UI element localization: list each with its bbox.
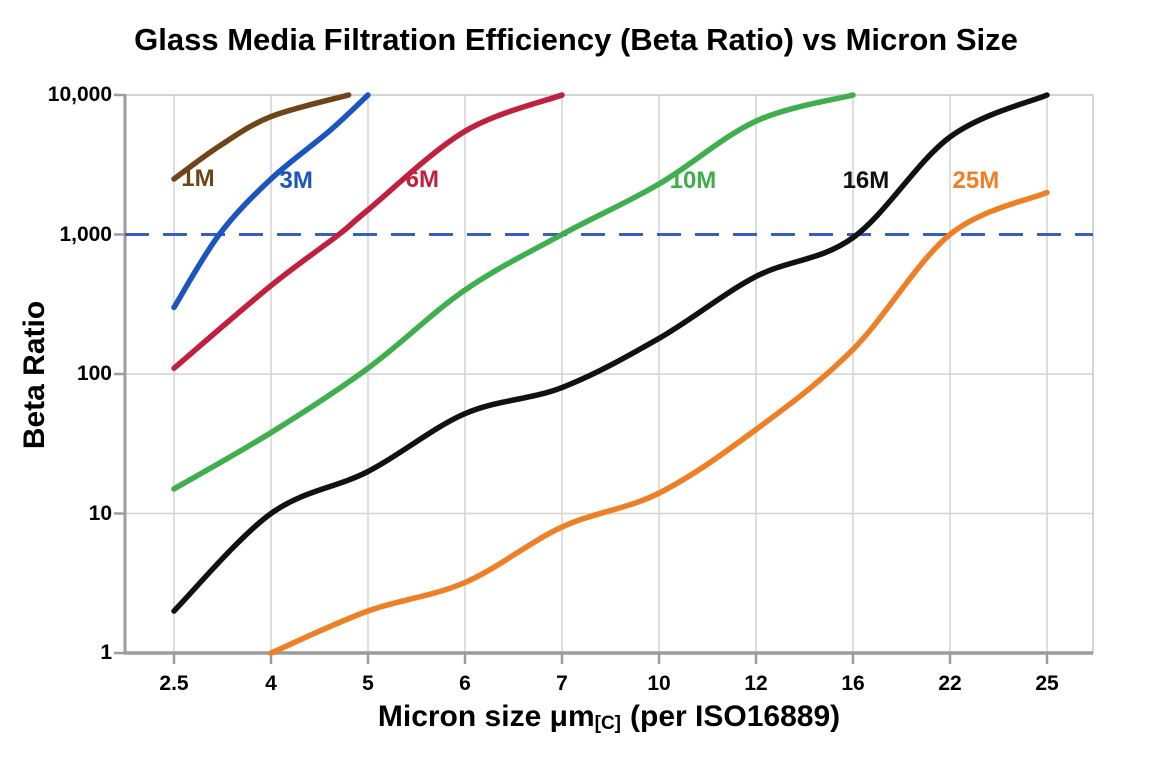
series-line-6M — [171, 92, 565, 371]
y-tick-label-1: 1 — [100, 641, 112, 664]
x-tick-label-12: 12 — [744, 672, 768, 695]
x-tick-label-16: 16 — [841, 672, 865, 695]
series-label-6M: 6M — [405, 166, 439, 194]
series-label-25M: 25M — [952, 167, 1000, 195]
series-line-25M — [268, 189, 1050, 656]
x-axis-title-main: Micron size μm — [377, 700, 595, 733]
x-tick-label-10: 10 — [647, 672, 671, 695]
y-tick-label-1000: 1,000 — [59, 222, 112, 246]
chart-title: Glass Media Filtration Efficiency (Beta … — [134, 22, 1018, 57]
x-tick-label-22: 22 — [938, 672, 962, 695]
x-tick-label-6: 6 — [459, 672, 471, 695]
series-line-16M — [171, 92, 1050, 614]
x-tick-label-25: 25 — [1035, 672, 1059, 695]
x-tick-label-2.5: 2.5 — [159, 672, 189, 695]
series-label-1M: 1M — [181, 164, 215, 192]
x-tick-label-4: 4 — [265, 672, 277, 695]
x-axis-title-subscript: [C] — [594, 713, 622, 734]
series-label-10M: 10M — [669, 167, 717, 195]
x-axis-title: Micron size μm [C] (per ISO16889) — [125, 700, 1093, 734]
x-tick-label-7: 7 — [556, 672, 568, 695]
y-tick-label-10000: 10,000 — [47, 83, 112, 106]
gridlines — [125, 95, 1093, 653]
curves — [171, 92, 1050, 656]
series-line-10M — [171, 92, 856, 492]
series-label-16M: 16M — [842, 167, 890, 195]
axes — [114, 93, 1093, 664]
series-line-3M — [171, 92, 371, 311]
x-tick-label-5: 5 — [362, 672, 374, 695]
series-label-3M: 3M — [279, 167, 313, 195]
y-tick-label-10: 10 — [88, 501, 112, 525]
x-axis-title-rest: (per ISO16889) — [630, 700, 841, 733]
y-tick-label-100: 100 — [76, 362, 112, 385]
series-line-1M — [171, 92, 352, 182]
